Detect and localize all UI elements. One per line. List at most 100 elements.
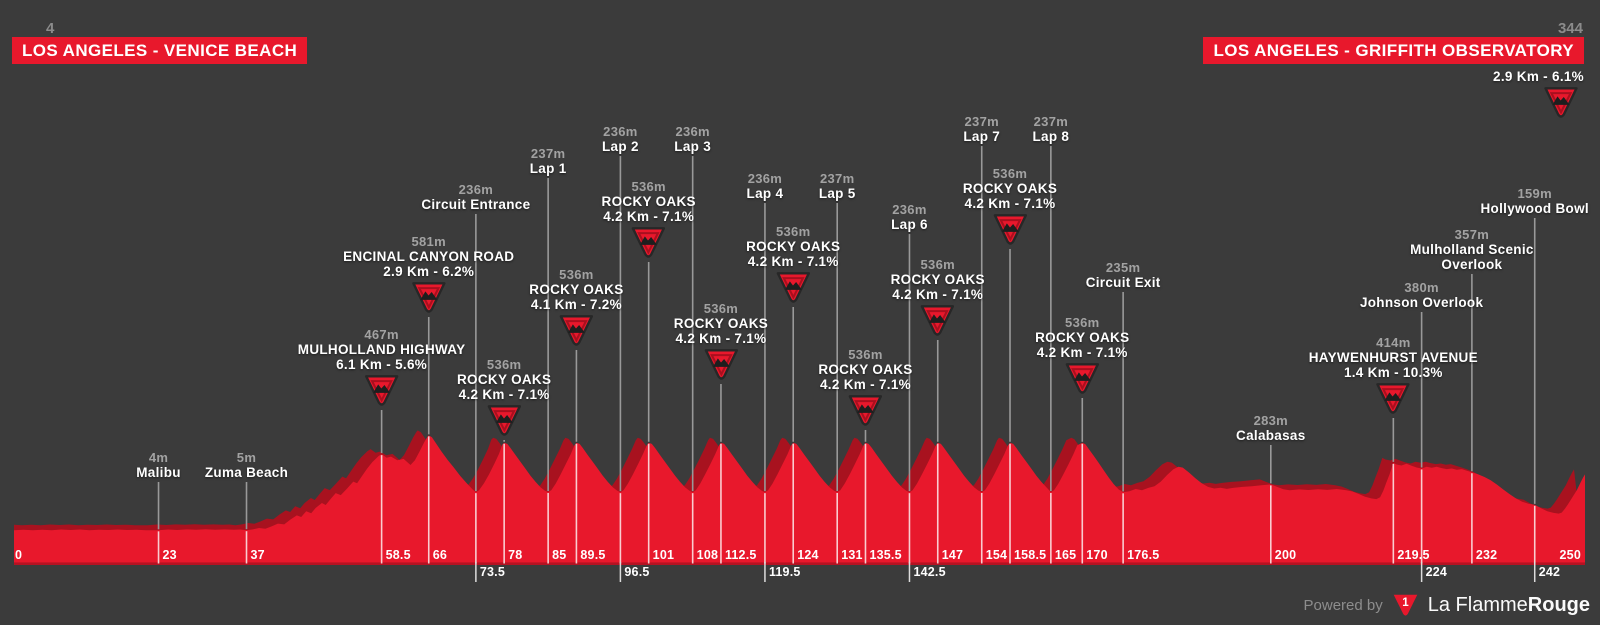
marker-elevation: 236m: [747, 171, 783, 186]
marker-elevation: 237m: [530, 146, 566, 161]
marker-elevation: 4m: [148, 450, 169, 465]
axis-km-label: 78: [508, 548, 523, 562]
route-marker: 236m Lap 6: [891, 202, 928, 232]
marker-climb-detail: 4.2 Km - 7.1%: [1036, 345, 1128, 360]
route-marker: 536m ROCKY OAKS 4.2 Km - 7.1%: [674, 301, 768, 382]
marker-climb-detail: 4.2 Km - 7.1%: [747, 254, 839, 269]
marker-name: Malibu: [136, 465, 181, 480]
route-marker: 237m Lap 1: [530, 146, 567, 176]
marker-name: ROCKY OAKS: [601, 194, 696, 209]
marker-name: Lap 1: [529, 161, 567, 176]
marker-elevation: 283m: [1253, 413, 1289, 428]
route-marker: 235m Circuit Exit: [1086, 260, 1161, 290]
axis-km-label: 58.5: [385, 548, 411, 562]
marker-climb-detail: 4.2 Km - 7.1%: [964, 196, 1056, 211]
marker-elevation: 235m: [1105, 260, 1141, 275]
marker-elevation: 236m: [675, 124, 710, 139]
marker-elevation: 467m: [364, 327, 399, 342]
route-marker: 380m Johnson Overlook: [1360, 280, 1483, 310]
marker-name: Johnson Overlook: [1359, 295, 1484, 310]
marker-name: Lap 4: [746, 186, 784, 201]
axis-km-label: 224: [1425, 565, 1448, 579]
marker-name: Calabasas: [1236, 428, 1306, 443]
finish-climb-detail: 2.9 Km - 6.1%: [1493, 69, 1584, 84]
route-marker: 236m Lap 2: [602, 124, 639, 154]
route-marker: 536m ROCKY OAKS 4.2 Km - 7.1%: [963, 166, 1057, 247]
marker-name: Lap 5: [818, 186, 856, 201]
marker-name: Zuma Beach: [204, 465, 289, 480]
route-marker: 536m ROCKY OAKS 4.2 Km - 7.1%: [1035, 315, 1129, 396]
marker-name: Lap 6: [891, 217, 928, 232]
axis-km-label: 124: [797, 548, 819, 562]
marker-climb-detail: 6.1 Km - 5.6%: [336, 357, 428, 372]
route-marker: 283m Calabasas: [1236, 413, 1306, 443]
marker-elevation: 5m: [236, 450, 257, 465]
axis-km-label: 165: [1054, 548, 1077, 562]
finish-elevation-value: 344: [1557, 20, 1583, 37]
axis-km-label: 158.5: [1014, 548, 1047, 562]
climb-warning-icon: [818, 393, 912, 428]
marker-elevation: 380m: [1404, 280, 1439, 295]
marker-climb-detail: 4.2 Km - 7.1%: [892, 287, 984, 302]
marker-elevation: 536m: [559, 267, 594, 282]
marker-name: ROCKY OAKS: [457, 372, 552, 387]
marker-climb-detail: 4.2 Km - 7.1%: [458, 387, 550, 402]
axis-km-label: 37: [250, 548, 265, 562]
climb-warning-icon: [963, 212, 1057, 247]
axis-km-label: 23: [162, 548, 177, 562]
brand-name-bold: Rouge: [1527, 594, 1590, 616]
axis-km-label: 154: [985, 548, 1008, 562]
marker-elevation: 536m: [920, 257, 955, 272]
axis-km-label: 0: [15, 548, 23, 562]
marker-climb-detail: 4.2 Km - 7.1%: [603, 209, 695, 224]
axis-km-label: 73.5: [479, 565, 505, 579]
route-marker: 4m Malibu: [136, 450, 181, 480]
finish-location-banner: LOS ANGELES - GRIFFITH OBSERVATORY: [1203, 37, 1584, 64]
marker-elevation: 237m: [1033, 114, 1069, 129]
marker-elevation: 536m: [1065, 315, 1100, 330]
route-marker: 236m Lap 4: [747, 171, 784, 201]
route-marker: 236m Lap 3: [674, 124, 711, 154]
axis-km-label: 147: [941, 548, 964, 562]
marker-name: ROCKY OAKS: [962, 181, 1058, 196]
axis-km-label: 96.5: [624, 565, 650, 579]
marker-name: ROCKY OAKS: [890, 272, 985, 287]
marker-elevation: 414m: [1376, 335, 1411, 350]
axis-km-label: 170: [1086, 548, 1108, 562]
route-marker: 159m Hollywood Bowl: [1480, 186, 1588, 216]
axis-km-label: 119.5: [768, 565, 801, 579]
marker-climb-detail: 1.4 Km - 10.3%: [1343, 365, 1443, 380]
finish-climb-warning-icon: [1543, 85, 1580, 120]
marker-elevation: 159m: [1517, 186, 1552, 201]
marker-name: ROCKY OAKS: [1035, 330, 1130, 345]
brand-name: La FlammeRouge: [1428, 594, 1590, 617]
axis-km-label: 219.5: [1397, 548, 1430, 562]
axis-km-label: 232: [1475, 548, 1498, 562]
marker-name: Lap 3: [674, 139, 712, 154]
climb-warning-icon: [343, 280, 514, 315]
climb-warning-icon: [457, 403, 551, 438]
climb-warning-icon: [891, 303, 985, 338]
marker-name: Hollywood Bowl: [1480, 201, 1589, 216]
route-marker: 536m ROCKY OAKS 4.2 Km - 7.1%: [746, 224, 840, 305]
marker-elevation: 581m: [411, 234, 446, 249]
axis-km-label: 200: [1274, 548, 1297, 562]
marker-elevation: 536m: [848, 347, 883, 362]
axis-km-label: 135.5: [869, 548, 902, 562]
axis-km-label: 242: [1538, 565, 1561, 579]
axis-km-label: 176.5: [1127, 548, 1160, 562]
axis-km-label: 89.5: [580, 548, 606, 562]
route-marker: 536m ROCKY OAKS 4.2 Km - 7.1%: [602, 179, 696, 260]
axis-km-label: 85: [552, 548, 567, 562]
profile-area: [14, 435, 1585, 565]
marker-climb-detail: 4.1 Km - 7.2%: [530, 297, 622, 312]
climb-warning-icon: [602, 225, 696, 260]
route-marker: 237m Lap 8: [1032, 114, 1069, 144]
marker-elevation: 237m: [819, 171, 855, 186]
marker-name: Circuit Exit: [1085, 275, 1161, 290]
marker-name: Lap 7: [963, 129, 1001, 144]
